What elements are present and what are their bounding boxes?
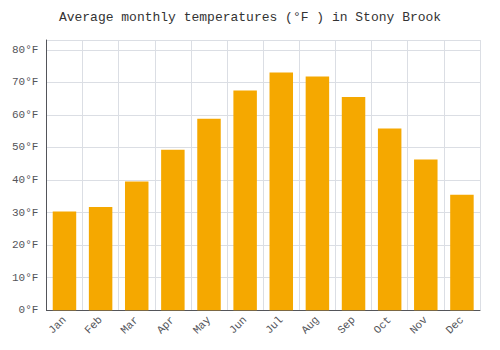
svg-text:Jun: Jun — [227, 314, 249, 336]
svg-text:10°F: 10°F — [12, 272, 38, 284]
svg-text:0°F: 0°F — [19, 304, 39, 316]
svg-text:Mar: Mar — [119, 314, 141, 336]
svg-text:70°F: 70°F — [12, 76, 38, 88]
svg-text:80°F: 80°F — [12, 44, 38, 56]
svg-text:Jul: Jul — [263, 314, 285, 336]
svg-text:Apr: Apr — [155, 314, 177, 336]
svg-text:Aug: Aug — [299, 314, 321, 336]
svg-text:Oct: Oct — [371, 314, 393, 336]
svg-text:Dec: Dec — [444, 314, 466, 336]
svg-text:Jan: Jan — [46, 314, 68, 336]
svg-text:Feb: Feb — [82, 314, 104, 336]
svg-text:60°F: 60°F — [12, 109, 38, 121]
svg-text:30°F: 30°F — [12, 207, 38, 219]
svg-text:Average monthly temperatures (: Average monthly temperatures (°F ) in St… — [59, 10, 441, 25]
svg-text:Sep: Sep — [335, 314, 357, 336]
svg-text:50°F: 50°F — [12, 141, 38, 153]
svg-text:20°F: 20°F — [12, 239, 38, 251]
svg-text:May: May — [191, 314, 214, 337]
svg-text:40°F: 40°F — [12, 174, 38, 186]
svg-text:Nov: Nov — [408, 314, 431, 337]
